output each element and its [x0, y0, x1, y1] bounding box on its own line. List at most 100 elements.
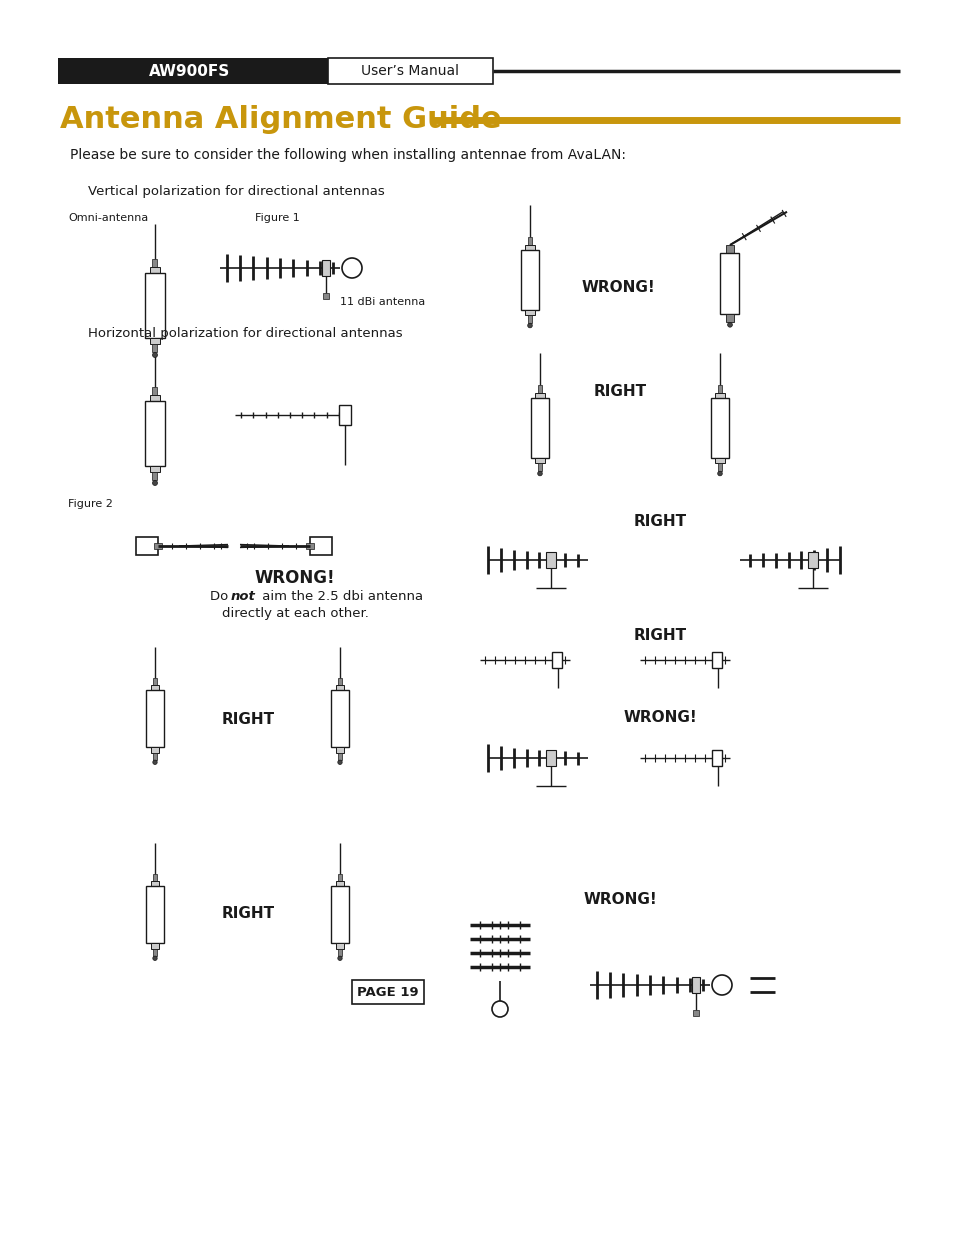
- Bar: [691, 977, 699, 993]
- Circle shape: [527, 324, 532, 327]
- Bar: [717, 385, 721, 393]
- Bar: [150, 466, 160, 472]
- Bar: [150, 267, 160, 273]
- Text: not: not: [231, 590, 255, 604]
- Bar: [145, 273, 165, 338]
- Circle shape: [152, 352, 157, 357]
- Circle shape: [152, 956, 157, 961]
- Text: RIGHT: RIGHT: [633, 515, 686, 530]
- Circle shape: [152, 480, 157, 485]
- Text: Vertical polarization for directional antennas: Vertical polarization for directional an…: [88, 185, 384, 199]
- Bar: [717, 463, 721, 471]
- Bar: [525, 245, 534, 249]
- Text: Figure 2: Figure 2: [68, 499, 112, 509]
- Text: Figure 1: Figure 1: [254, 212, 299, 224]
- Bar: [535, 393, 544, 398]
- Bar: [525, 310, 534, 315]
- Bar: [710, 398, 728, 458]
- Bar: [527, 315, 532, 322]
- Text: RIGHT: RIGHT: [221, 713, 274, 727]
- Text: 11 dBi antenna: 11 dBi antenna: [339, 296, 425, 308]
- Bar: [310, 537, 332, 555]
- Bar: [527, 237, 532, 245]
- Bar: [712, 652, 721, 668]
- Circle shape: [537, 472, 541, 475]
- Circle shape: [727, 322, 732, 327]
- Bar: [152, 387, 157, 395]
- Bar: [145, 401, 165, 466]
- Bar: [306, 543, 314, 550]
- Text: WRONG!: WRONG!: [254, 569, 335, 587]
- Bar: [807, 552, 817, 568]
- Bar: [146, 690, 164, 747]
- Circle shape: [492, 1002, 507, 1016]
- Text: WRONG!: WRONG!: [580, 280, 654, 295]
- Text: User’s Manual: User’s Manual: [360, 64, 458, 78]
- Bar: [151, 944, 159, 948]
- Bar: [335, 685, 344, 690]
- Bar: [152, 472, 157, 480]
- Bar: [712, 750, 721, 766]
- Bar: [537, 463, 541, 471]
- Bar: [152, 948, 157, 956]
- Circle shape: [337, 760, 342, 764]
- Circle shape: [717, 472, 721, 475]
- Bar: [337, 874, 342, 881]
- Bar: [337, 948, 342, 956]
- Bar: [530, 398, 549, 458]
- Bar: [552, 652, 562, 668]
- Bar: [151, 747, 159, 752]
- Bar: [715, 458, 724, 463]
- Bar: [337, 678, 342, 685]
- Text: directly at each other.: directly at each other.: [221, 606, 368, 620]
- Text: Do: Do: [210, 590, 233, 604]
- Bar: [150, 395, 160, 401]
- Bar: [338, 405, 351, 425]
- Bar: [151, 881, 159, 887]
- Bar: [520, 249, 538, 310]
- Text: Please be sure to consider the following when installing antennae from AvaLAN:: Please be sure to consider the following…: [70, 148, 625, 162]
- Circle shape: [711, 974, 731, 995]
- Text: RIGHT: RIGHT: [593, 384, 646, 399]
- Text: Antenna Alignment Guide: Antenna Alignment Guide: [60, 105, 501, 135]
- Bar: [152, 678, 157, 685]
- Bar: [58, 58, 328, 84]
- Bar: [321, 261, 329, 275]
- Bar: [146, 887, 164, 944]
- Text: PAGE 19: PAGE 19: [356, 986, 418, 999]
- Bar: [545, 552, 556, 568]
- Bar: [335, 881, 344, 887]
- Bar: [322, 293, 328, 299]
- Bar: [335, 944, 344, 948]
- Bar: [725, 245, 733, 253]
- Bar: [152, 874, 157, 881]
- Text: Horizontal polarization for directional antennas: Horizontal polarization for directional …: [88, 326, 402, 340]
- Bar: [537, 385, 541, 393]
- Bar: [535, 458, 544, 463]
- Text: RIGHT: RIGHT: [221, 906, 274, 921]
- Bar: [152, 259, 157, 267]
- Bar: [337, 752, 342, 760]
- Bar: [335, 747, 344, 752]
- Bar: [152, 345, 157, 352]
- Bar: [331, 690, 349, 747]
- Bar: [331, 887, 349, 944]
- Bar: [720, 253, 739, 315]
- Bar: [545, 750, 556, 766]
- Text: RIGHT: RIGHT: [633, 627, 686, 642]
- Bar: [328, 58, 493, 84]
- Circle shape: [341, 258, 361, 278]
- Bar: [725, 315, 733, 322]
- Bar: [152, 752, 157, 760]
- Bar: [715, 393, 724, 398]
- Circle shape: [152, 760, 157, 764]
- Bar: [692, 1010, 698, 1016]
- Text: WRONG!: WRONG!: [622, 710, 696, 725]
- Text: Omni-antenna: Omni-antenna: [68, 212, 148, 224]
- Bar: [151, 685, 159, 690]
- Text: AW900FS: AW900FS: [150, 63, 231, 79]
- Circle shape: [337, 956, 342, 961]
- Bar: [136, 537, 158, 555]
- Bar: [153, 543, 162, 550]
- Text: aim the 2.5 dbi antenna: aim the 2.5 dbi antenna: [257, 590, 423, 604]
